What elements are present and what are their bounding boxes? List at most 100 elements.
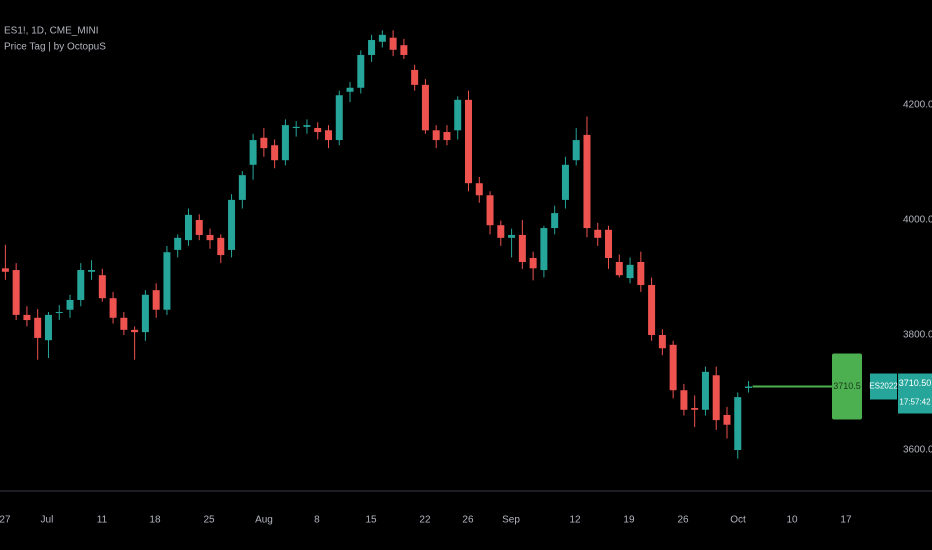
candle-body bbox=[23, 314, 31, 321]
candle-body bbox=[734, 397, 742, 451]
candle-body bbox=[691, 408, 699, 410]
x-tick-label: 26 bbox=[677, 515, 689, 526]
candle-body bbox=[572, 140, 580, 161]
x-tick-label: 25 bbox=[203, 515, 215, 526]
candle-body bbox=[346, 87, 354, 92]
candle-body bbox=[184, 214, 192, 241]
candle-body bbox=[529, 257, 537, 269]
candle-body bbox=[152, 290, 160, 310]
candle-body bbox=[324, 130, 332, 141]
candle-body bbox=[163, 252, 171, 310]
candle-body bbox=[411, 69, 419, 85]
x-tick-label: 15 bbox=[365, 515, 377, 526]
candle-body bbox=[615, 261, 623, 276]
x-tick-label: 11 bbox=[97, 515, 108, 526]
candle-body bbox=[314, 128, 322, 133]
x-tick-label: Jul bbox=[41, 515, 54, 526]
candle-body bbox=[551, 213, 559, 229]
candle-body bbox=[44, 314, 52, 341]
x-tick-label: 12 bbox=[569, 515, 581, 526]
candle-body bbox=[508, 234, 516, 238]
candle-body bbox=[34, 317, 42, 338]
chart-subtitle: Price Tag | by OctopuS bbox=[4, 42, 106, 53]
candle-body bbox=[594, 229, 602, 238]
candle-body bbox=[561, 164, 569, 200]
x-tick-label: Sep bbox=[502, 515, 520, 526]
candle-body bbox=[486, 195, 494, 226]
x-tick-label: 26 bbox=[462, 515, 474, 526]
last-price-box bbox=[898, 373, 932, 414]
candle-body bbox=[626, 264, 634, 279]
y-tick-label: 4200.00 bbox=[903, 100, 932, 111]
x-tick-label: 10 bbox=[786, 515, 798, 526]
last-price-label: 3710.50 bbox=[899, 378, 932, 388]
candle-body bbox=[680, 390, 688, 410]
candle-body bbox=[335, 95, 343, 141]
candle-body bbox=[583, 134, 591, 229]
candle-body bbox=[88, 270, 96, 272]
candle-body bbox=[281, 125, 289, 161]
x-tick-label: 22 bbox=[419, 515, 431, 526]
candle-body bbox=[432, 130, 440, 141]
candle-body bbox=[98, 275, 106, 299]
candle-body bbox=[228, 199, 236, 250]
candle-body bbox=[605, 229, 613, 258]
candle-body bbox=[368, 40, 376, 55]
candle-body bbox=[55, 312, 63, 314]
y-tick-label: 4000.00 bbox=[903, 215, 932, 226]
candle-body bbox=[131, 329, 139, 333]
candle-body bbox=[66, 299, 74, 310]
candle-body bbox=[518, 234, 526, 262]
x-tick-label: Aug bbox=[255, 515, 273, 526]
candle-body bbox=[658, 335, 666, 349]
candle-body bbox=[497, 225, 505, 238]
x-tick-label: 19 bbox=[623, 515, 635, 526]
candle-body bbox=[206, 234, 214, 241]
price-tag-box bbox=[832, 353, 862, 420]
candle-body bbox=[465, 99, 473, 184]
candle-body bbox=[109, 298, 117, 318]
candle-body bbox=[12, 270, 20, 315]
candle-body bbox=[260, 137, 268, 149]
candle-body bbox=[217, 237, 225, 256]
candle-body bbox=[141, 294, 149, 333]
candle-body bbox=[120, 317, 128, 330]
candle-body bbox=[701, 371, 709, 410]
candle-body bbox=[77, 270, 85, 300]
price-tag-label: 3710.5 bbox=[833, 381, 861, 391]
candle-body bbox=[421, 84, 429, 131]
candle-body bbox=[303, 125, 311, 127]
x-tick-label: Oct bbox=[730, 515, 746, 526]
candle-body bbox=[637, 261, 645, 285]
candle-body bbox=[400, 45, 408, 55]
candle-body bbox=[745, 386, 753, 388]
x-tick-label: 18 bbox=[149, 515, 161, 526]
candle-body bbox=[723, 414, 731, 425]
candle-body bbox=[378, 34, 386, 42]
candle-body bbox=[648, 284, 656, 336]
candle-body bbox=[669, 344, 677, 391]
candle-body bbox=[174, 237, 182, 250]
candle-body bbox=[357, 54, 365, 88]
chart-title: ES1!, 1D, CME_MINI bbox=[4, 26, 98, 37]
candle-body bbox=[195, 220, 203, 235]
candle-body bbox=[238, 175, 246, 200]
candle-body bbox=[1, 268, 9, 272]
candle-body bbox=[271, 145, 279, 161]
candle-body bbox=[454, 99, 462, 131]
countdown-label: 17:57:42 bbox=[899, 398, 931, 407]
x-tick-label: 27 bbox=[0, 515, 11, 526]
candle-body bbox=[389, 37, 397, 50]
symbol-label: ES2022 bbox=[869, 382, 898, 391]
symbol-label-box bbox=[870, 373, 897, 400]
candle-body bbox=[292, 126, 300, 129]
candle-body bbox=[540, 228, 548, 271]
x-tick-label: 8 bbox=[314, 515, 320, 526]
candle-body bbox=[443, 132, 451, 141]
x-tick-label: 17 bbox=[840, 515, 852, 526]
candle-body bbox=[249, 140, 257, 165]
y-tick-label: 3600.00 bbox=[903, 445, 932, 456]
